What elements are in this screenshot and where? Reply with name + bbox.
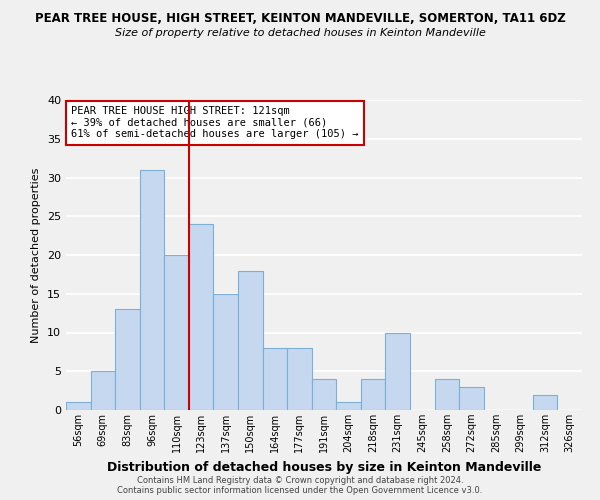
Text: PEAR TREE HOUSE HIGH STREET: 121sqm
← 39% of detached houses are smaller (66)
61: PEAR TREE HOUSE HIGH STREET: 121sqm ← 39… xyxy=(71,106,359,140)
Bar xyxy=(164,255,189,410)
Bar xyxy=(91,371,115,410)
Bar xyxy=(459,387,484,410)
Bar xyxy=(287,348,312,410)
Text: Contains HM Land Registry data © Crown copyright and database right 2024.: Contains HM Land Registry data © Crown c… xyxy=(137,476,463,485)
Bar xyxy=(434,379,459,410)
Bar xyxy=(140,170,164,410)
Text: Contains public sector information licensed under the Open Government Licence v3: Contains public sector information licen… xyxy=(118,486,482,495)
Bar xyxy=(312,379,336,410)
Bar xyxy=(336,402,361,410)
Bar xyxy=(214,294,238,410)
Bar xyxy=(66,402,91,410)
Bar xyxy=(115,309,140,410)
X-axis label: Distribution of detached houses by size in Keinton Mandeville: Distribution of detached houses by size … xyxy=(107,460,541,473)
Text: Size of property relative to detached houses in Keinton Mandeville: Size of property relative to detached ho… xyxy=(115,28,485,38)
Bar xyxy=(238,270,263,410)
Bar xyxy=(361,379,385,410)
Text: PEAR TREE HOUSE, HIGH STREET, KEINTON MANDEVILLE, SOMERTON, TA11 6DZ: PEAR TREE HOUSE, HIGH STREET, KEINTON MA… xyxy=(35,12,565,26)
Bar xyxy=(189,224,214,410)
Bar xyxy=(533,394,557,410)
Bar xyxy=(263,348,287,410)
Bar xyxy=(385,332,410,410)
Y-axis label: Number of detached properties: Number of detached properties xyxy=(31,168,41,342)
